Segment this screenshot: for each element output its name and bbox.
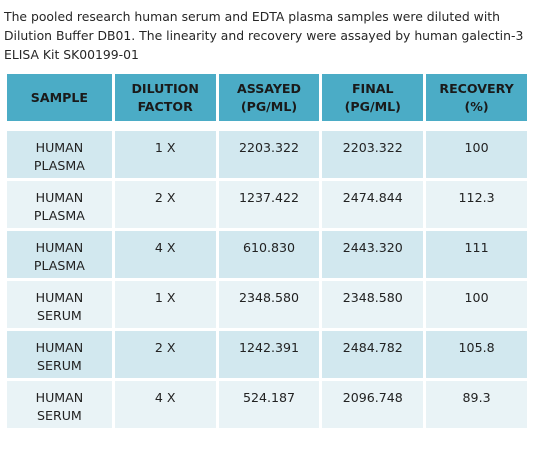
cell-final: 2096.748 bbox=[322, 381, 424, 428]
table-row: HUMAN PLASMA 2 X 1237.422 2474.844 112.3 bbox=[7, 181, 527, 228]
header-recovery: RECOVERY (%) bbox=[426, 74, 527, 121]
cell-final: 2474.844 bbox=[322, 181, 424, 228]
cell-sample: HUMAN SERUM bbox=[7, 281, 112, 328]
table-row: HUMAN SERUM 4 X 524.187 2096.748 89.3 bbox=[7, 381, 527, 428]
table-row: HUMAN SERUM 1 X 2348.580 2348.580 100 bbox=[7, 281, 527, 328]
cell-assayed: 524.187 bbox=[218, 381, 320, 428]
cell-sample: HUMAN SERUM bbox=[7, 331, 112, 378]
linearity-recovery-table: SAMPLE DILUTION FACTOR ASSAYED (PG/ML) FIN… bbox=[4, 71, 530, 431]
cell-recovery: 100 bbox=[426, 281, 527, 328]
table-row: HUMAN SERUM 2 X 1242.391 2484.782 105.8 bbox=[7, 331, 527, 378]
cell-recovery: 89.3 bbox=[426, 381, 527, 428]
cell-dilution-factor: 1 X bbox=[114, 131, 216, 178]
header-spacer bbox=[7, 124, 527, 128]
cell-assayed: 2203.322 bbox=[218, 131, 320, 178]
cell-sample: HUMAN PLASMA bbox=[7, 181, 112, 228]
cell-assayed: 610.830 bbox=[218, 231, 320, 278]
table-caption: The pooled research human serum and EDTA… bbox=[4, 9, 524, 62]
table-body: HUMAN PLASMA 1 X 2203.322 2203.322 100 HUMAN PL… bbox=[7, 131, 527, 428]
table-row: HUMAN PLASMA 4 X 610.830 2443.320 111 bbox=[7, 231, 527, 278]
cell-final: 2443.320 bbox=[322, 231, 424, 278]
header-row: SAMPLE DILUTION FACTOR ASSAYED (PG/ML) FIN… bbox=[7, 74, 527, 121]
cell-sample: HUMAN PLASMA bbox=[7, 131, 112, 178]
header-spacer-cell bbox=[7, 124, 527, 128]
cell-assayed: 1237.422 bbox=[218, 181, 320, 228]
cell-final: 2203.322 bbox=[322, 131, 424, 178]
cell-sample: HUMAN PLASMA bbox=[7, 231, 112, 278]
cell-recovery: 105.8 bbox=[426, 331, 527, 378]
cell-recovery: 112.3 bbox=[426, 181, 527, 228]
cell-recovery: 100 bbox=[426, 131, 527, 178]
cell-assayed: 2348.580 bbox=[218, 281, 320, 328]
cell-final: 2348.580 bbox=[322, 281, 424, 328]
table-row: HUMAN PLASMA 1 X 2203.322 2203.322 100 bbox=[7, 131, 527, 178]
cell-dilution-factor: 1 X bbox=[114, 281, 216, 328]
cell-sample: HUMAN SERUM bbox=[7, 381, 112, 428]
cell-dilution-factor: 4 X bbox=[114, 231, 216, 278]
header-sample: SAMPLE bbox=[7, 74, 112, 121]
cell-assayed: 1242.391 bbox=[218, 331, 320, 378]
header-final: FINAL (PG/ML) bbox=[322, 74, 424, 121]
cell-dilution-factor: 2 X bbox=[114, 181, 216, 228]
cell-final: 2484.782 bbox=[322, 331, 424, 378]
header-assayed: ASSAYED (PG/ML) bbox=[218, 74, 320, 121]
cell-dilution-factor: 4 X bbox=[114, 381, 216, 428]
header-dilution-factor: DILUTION FACTOR bbox=[114, 74, 216, 121]
cell-dilution-factor: 2 X bbox=[114, 331, 216, 378]
cell-recovery: 111 bbox=[426, 231, 527, 278]
